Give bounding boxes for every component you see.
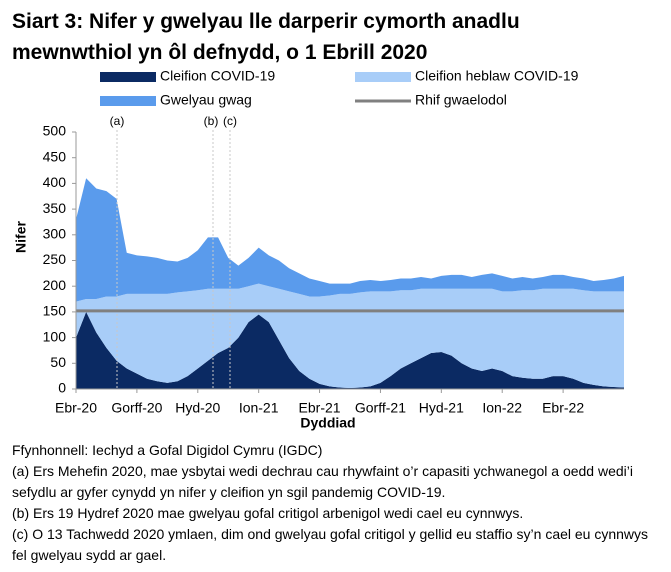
annotation-label: (c)	[223, 114, 237, 128]
x-axis-label: Dyddiad	[300, 415, 355, 431]
note: (c) O 13 Tachwedd 2020 ymlaen, dim ond g…	[12, 526, 649, 563]
y-tick-label: 500	[43, 123, 67, 139]
y-tick-label: 400	[43, 174, 67, 190]
area	[76, 178, 624, 302]
legend-label: Gwelyau gwag	[160, 92, 252, 108]
legend-swatch	[355, 72, 411, 82]
chart: Cleifion COVID-19 Cleifion heblaw COVID-1…	[13, 68, 624, 431]
x-tick-label: Gorff-20	[111, 400, 162, 416]
y-tick-label: 350	[43, 200, 67, 216]
legend-swatch	[100, 96, 156, 106]
x-tick-label: Hyd-20	[175, 400, 220, 416]
x-tick-label: Ebr-21	[299, 400, 341, 416]
legend-label: Cleifion COVID-19	[160, 68, 275, 84]
x-tick-label: Hyd-21	[419, 400, 464, 416]
y-axis-label: Nifer	[13, 221, 29, 253]
legend-label: Cleifion heblaw COVID-19	[415, 68, 579, 84]
x-tick-label: Ion-22	[482, 400, 522, 416]
x-tick-label: Ebr-22	[542, 400, 584, 416]
area	[76, 283, 624, 388]
note: (a) Ers Mehefin 2020, mae ysbytai wedi d…	[12, 463, 633, 500]
annotation-label: (a)	[110, 114, 125, 128]
y-tick-label: 0	[58, 380, 66, 396]
y-tick-label: 50	[50, 354, 66, 370]
y-tick-label: 150	[43, 303, 67, 319]
legend-swatch	[100, 72, 156, 82]
notes: Ffynhonnell: Iechyd a Gofal Digidol Cymr…	[12, 440, 662, 566]
x-tick-label: Gorff-21	[355, 400, 406, 416]
y-tick-label: 450	[43, 148, 67, 164]
x-tick-label: Ion-21	[239, 400, 279, 416]
y-tick-label: 250	[43, 251, 67, 267]
legend-label: Rhif gwaelodol	[415, 92, 507, 108]
note: Ffynhonnell: Iechyd a Gofal Digidol Cymr…	[12, 442, 323, 458]
y-tick-label: 100	[43, 328, 67, 344]
x-tick-label: Ebr-20	[55, 400, 97, 416]
annotation-label: (b)	[204, 114, 219, 128]
y-tick-label: 200	[43, 277, 67, 293]
note: (b) Ers 19 Hydref 2020 mae gwelyau gofal…	[12, 505, 524, 521]
chart-title: Siart 3: Nifer y gwelyau lle darperir cy…	[12, 10, 520, 64]
y-tick-label: 300	[43, 226, 67, 242]
